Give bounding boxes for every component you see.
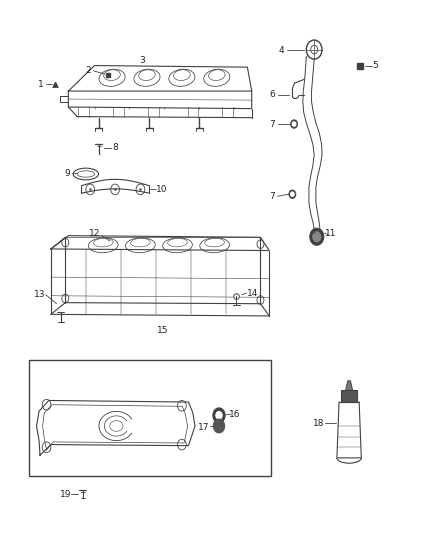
Polygon shape: [346, 381, 353, 390]
Text: 8: 8: [113, 143, 118, 152]
Circle shape: [216, 411, 222, 419]
Text: 15: 15: [156, 326, 168, 335]
Circle shape: [292, 122, 296, 126]
Bar: [341, 390, 357, 402]
Text: 4: 4: [278, 46, 284, 55]
Text: 7: 7: [269, 119, 275, 128]
Text: 10: 10: [155, 185, 167, 194]
Text: 14: 14: [247, 288, 258, 297]
Circle shape: [290, 120, 297, 128]
Circle shape: [213, 419, 225, 433]
Text: 9: 9: [64, 169, 70, 178]
Text: 1: 1: [39, 79, 44, 88]
Text: 18: 18: [313, 419, 324, 428]
Text: 6: 6: [270, 90, 276, 99]
Text: 7: 7: [269, 192, 275, 201]
Text: 11: 11: [325, 229, 336, 238]
Text: 5: 5: [372, 61, 378, 70]
Circle shape: [289, 190, 296, 198]
Text: 2: 2: [85, 67, 91, 75]
Text: 16: 16: [230, 410, 241, 419]
Text: 12: 12: [89, 229, 100, 238]
Text: 19: 19: [60, 489, 71, 498]
Circle shape: [213, 408, 225, 423]
Text: 3: 3: [140, 56, 145, 64]
Circle shape: [313, 232, 321, 241]
Circle shape: [290, 192, 294, 196]
Text: 17: 17: [198, 423, 209, 432]
Bar: [29, 360, 272, 477]
Text: 13: 13: [34, 290, 46, 299]
Circle shape: [310, 228, 324, 245]
